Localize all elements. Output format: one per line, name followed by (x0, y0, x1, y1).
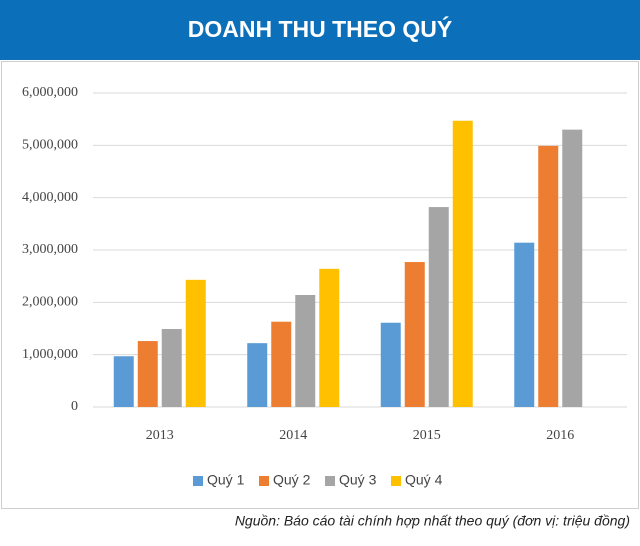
legend-swatch (193, 476, 203, 486)
y-tick-label: 4,000,000 (22, 190, 78, 205)
x-tick-label: 2016 (546, 428, 574, 443)
bar (514, 242, 535, 407)
bar (428, 207, 449, 407)
bar (185, 279, 206, 407)
title-bar (0, 0, 640, 60)
x-tick-label: 2014 (279, 428, 307, 443)
y-tick-label: 5,000,000 (22, 138, 78, 153)
legend-swatch (259, 476, 269, 486)
bar (113, 356, 134, 407)
y-tick-label: 0 (71, 399, 78, 414)
legend-swatch (325, 476, 335, 486)
y-tick-label: 2,000,000 (22, 295, 78, 310)
bar (247, 343, 268, 407)
bar (452, 120, 473, 407)
x-tick-label: 2015 (413, 428, 441, 443)
legend-label: Quý 1 (207, 472, 245, 488)
bar (137, 341, 158, 407)
bar (271, 321, 292, 407)
y-tick-label: 1,000,000 (22, 347, 78, 362)
y-tick-label: 3,000,000 (22, 242, 78, 257)
y-tick-label: 6,000,000 (22, 85, 78, 100)
bar (404, 262, 425, 407)
legend-label: Quý 3 (339, 472, 377, 488)
chart-frame (1, 61, 639, 509)
source-note: Nguồn: Báo cáo tài chính hợp nhất theo q… (235, 513, 630, 529)
legend-swatch (391, 476, 401, 486)
bar (319, 268, 340, 407)
x-tick-label: 2013 (146, 428, 174, 443)
chart-title: DOANH THU THEO QUÝ (188, 15, 453, 42)
bar (161, 329, 182, 407)
legend-label: Quý 2 (273, 472, 311, 488)
bar (380, 322, 401, 407)
bar (295, 295, 316, 407)
bar (538, 145, 559, 407)
legend-label: Quý 4 (405, 472, 443, 488)
bar (562, 129, 583, 407)
